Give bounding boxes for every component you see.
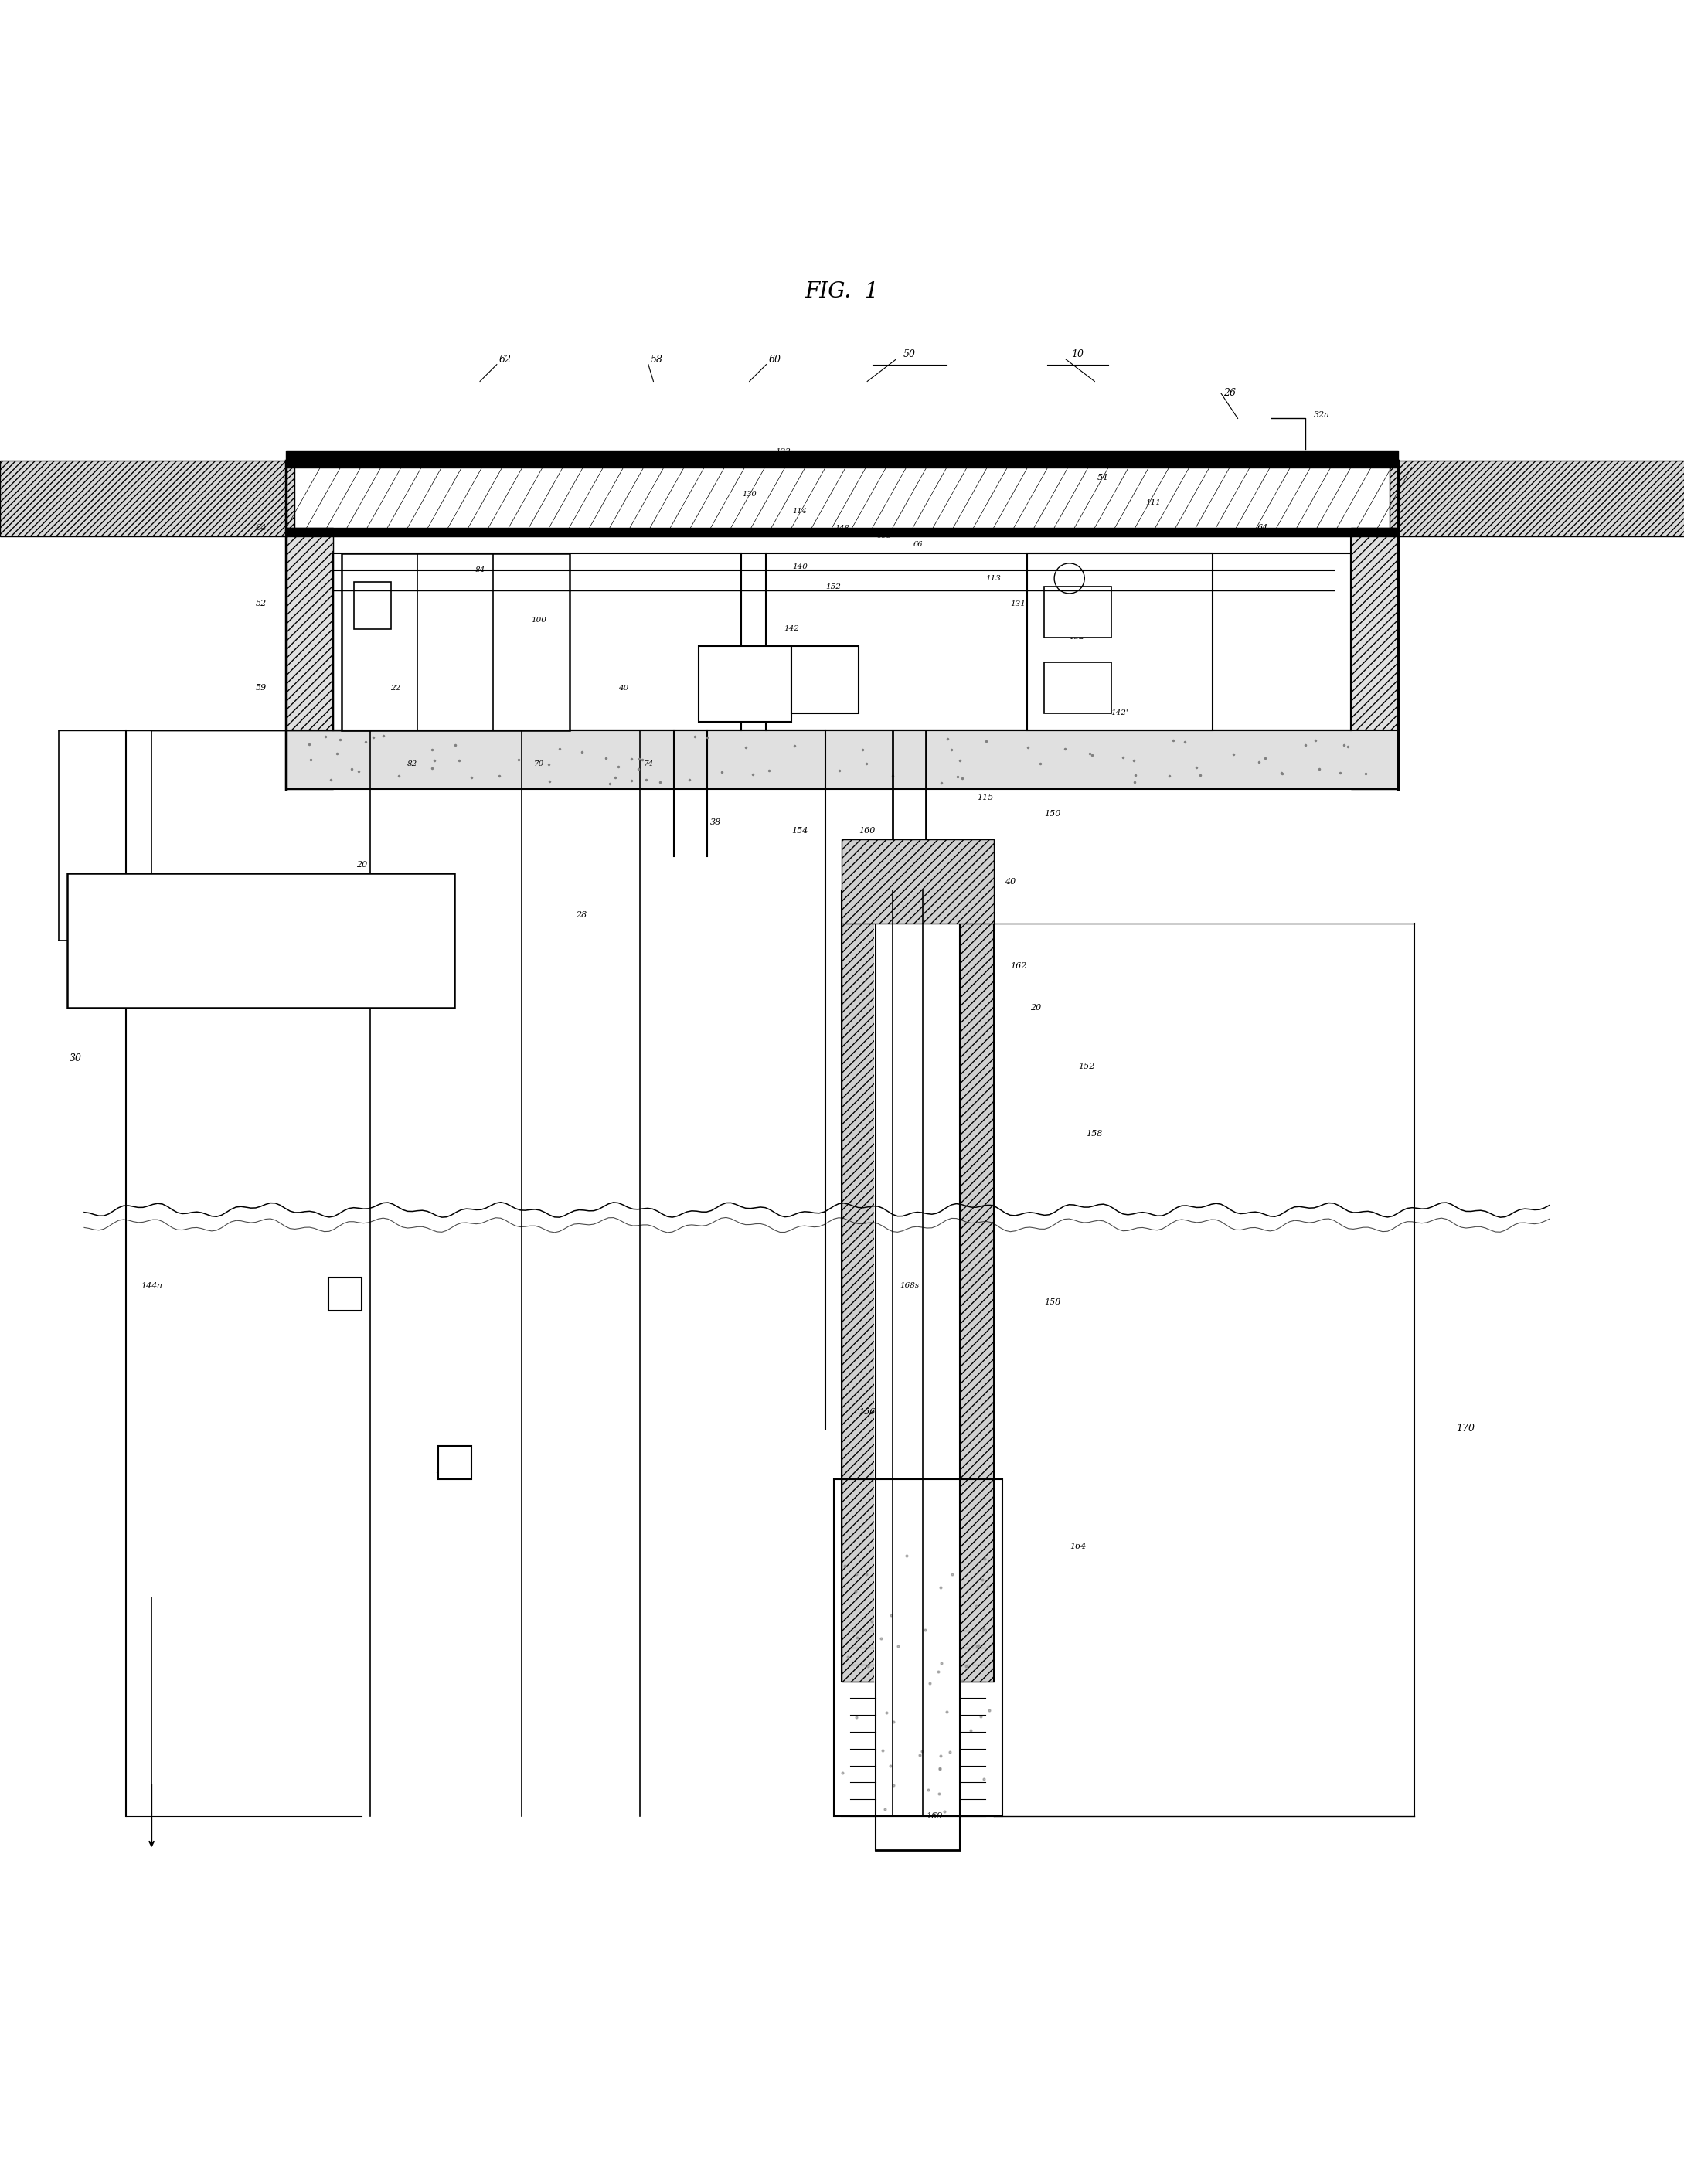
Text: 111: 111 [1145,500,1162,507]
Text: 158: 158 [1086,1131,1103,1138]
Text: 169: 169 [926,1813,943,1819]
Text: 22: 22 [391,684,401,692]
Text: 131': 131' [1010,601,1027,607]
Bar [333,537,1351,729]
Text: 80: 80 [711,456,721,463]
Text: 100: 100 [530,618,547,625]
Text: 20: 20 [357,860,367,869]
Text: 152: 152 [1078,1064,1095,1070]
Text: 156: 156 [859,1409,876,1415]
Bar [1044,587,1111,638]
Text: 144a: 144a [141,1282,162,1289]
Text: 20: 20 [1031,1005,1041,1011]
Text: 28: 28 [576,911,586,919]
Text: 109: 109 [1170,461,1187,470]
Text: 148: 148 [835,524,849,531]
Text: 74: 74 [643,760,653,767]
Text: 60: 60 [768,354,781,365]
Text: 152: 152 [825,583,842,590]
Text: 50: 50 [903,349,916,360]
Text: 58: 58 [650,354,663,365]
Text: 26: 26 [1223,389,1236,397]
Bar [842,839,994,924]
Text: 64: 64 [1258,524,1268,531]
Bar [960,889,994,1682]
Bar [328,1278,362,1310]
Text: 140: 140 [791,563,808,570]
Bar [874,889,962,1850]
Text: 40: 40 [1005,878,1015,885]
Text: 30: 30 [69,1053,83,1064]
Text: 114: 114 [793,507,807,515]
Text: FIG.  1: FIG. 1 [805,282,879,304]
Text: 64: 64 [256,524,266,531]
Text: 66: 66 [913,542,923,548]
Text: 142': 142' [1111,710,1128,716]
Text: 160: 160 [859,828,876,834]
Text: 54: 54 [1098,474,1108,480]
Text: 140: 140 [1052,684,1069,692]
Text: 52: 52 [256,601,266,607]
Bar [286,450,1398,467]
Bar [699,646,791,721]
Bar [438,1446,472,1479]
Text: 154: 154 [791,828,808,834]
Text: 144b: 144b [434,1468,458,1474]
Text: 72: 72 [727,675,738,684]
Text: 170: 170 [1455,1424,1475,1435]
Text: 82: 82 [408,760,418,767]
Text: 142: 142 [783,625,800,633]
Text: 59: 59 [256,684,266,692]
Bar [1044,662,1111,714]
Text: 62: 62 [498,354,512,365]
Text: 130: 130 [743,491,756,498]
Text: 132: 132 [775,448,791,456]
Bar [791,646,859,714]
Bar [286,529,1398,537]
Text: 102: 102 [581,456,598,465]
Text: 76: 76 [778,675,788,684]
Bar [834,1479,1002,1817]
Bar [1027,553,1212,729]
Text: 168s: 168s [899,1282,919,1289]
Text: 38: 38 [711,819,721,826]
Text: 84: 84 [475,566,485,574]
Bar [0,461,295,537]
Bar [342,553,569,729]
Text: 66: 66 [399,456,409,465]
Text: 66: 66 [879,452,889,459]
Text: 40: 40 [618,684,628,692]
Bar [67,874,455,1007]
Text: 32a: 32a [1314,411,1330,419]
Bar [1389,461,1684,537]
Text: 70: 70 [534,760,544,767]
Text: 158: 158 [1044,1299,1061,1306]
Text: 115: 115 [977,793,994,802]
Text: TO  LOGIC: TO LOGIC [237,915,285,922]
Text: 132': 132' [1069,633,1086,640]
Text: 10: 10 [1071,349,1084,360]
Text: 166: 166 [877,533,891,539]
Bar [286,529,333,788]
Text: 162: 162 [1010,961,1027,970]
Text: CONTROLLER: CONTROLLER [229,961,293,970]
Text: 113: 113 [985,574,1002,581]
Bar [354,581,391,629]
Text: 150: 150 [1044,810,1061,819]
Bar [1351,529,1398,788]
Bar [286,729,1398,788]
Text: 164: 164 [1069,1542,1086,1551]
Text: 68: 68 [930,456,940,463]
Bar [842,889,876,1682]
